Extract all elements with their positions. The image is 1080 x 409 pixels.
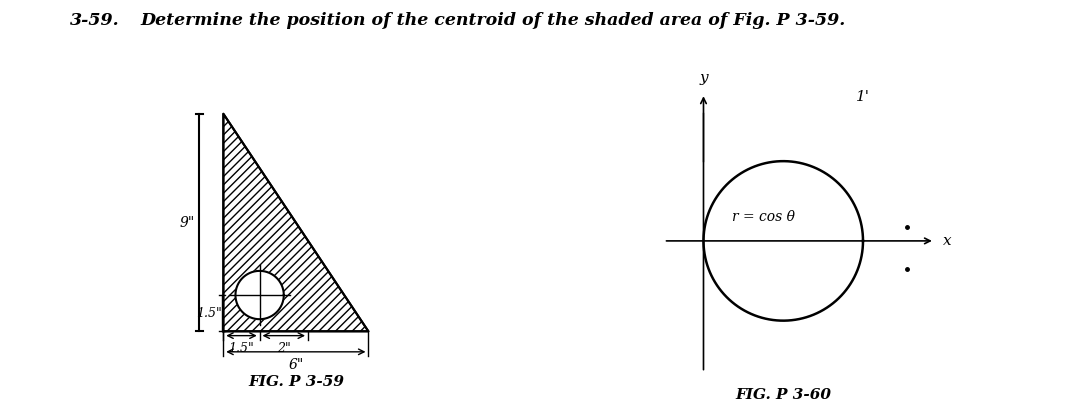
Text: 1.5": 1.5" <box>195 307 221 320</box>
Text: FIG. P 3-59: FIG. P 3-59 <box>248 375 343 389</box>
Text: 9": 9" <box>179 216 194 229</box>
Text: r = cos θ: r = cos θ <box>732 210 795 224</box>
Text: x: x <box>943 234 951 248</box>
Text: Determine the position of the centroid of the shaded area of Fig. P 3-59.: Determine the position of the centroid o… <box>140 12 846 29</box>
Text: 3-59.: 3-59. <box>70 12 120 29</box>
Text: 1': 1' <box>856 90 870 104</box>
Circle shape <box>235 271 284 319</box>
Text: 1.5": 1.5" <box>229 342 255 355</box>
Text: 2": 2" <box>276 342 291 355</box>
Text: 6": 6" <box>288 358 303 372</box>
Text: y: y <box>699 72 707 85</box>
Text: FIG. P 3-60: FIG. P 3-60 <box>735 389 832 402</box>
